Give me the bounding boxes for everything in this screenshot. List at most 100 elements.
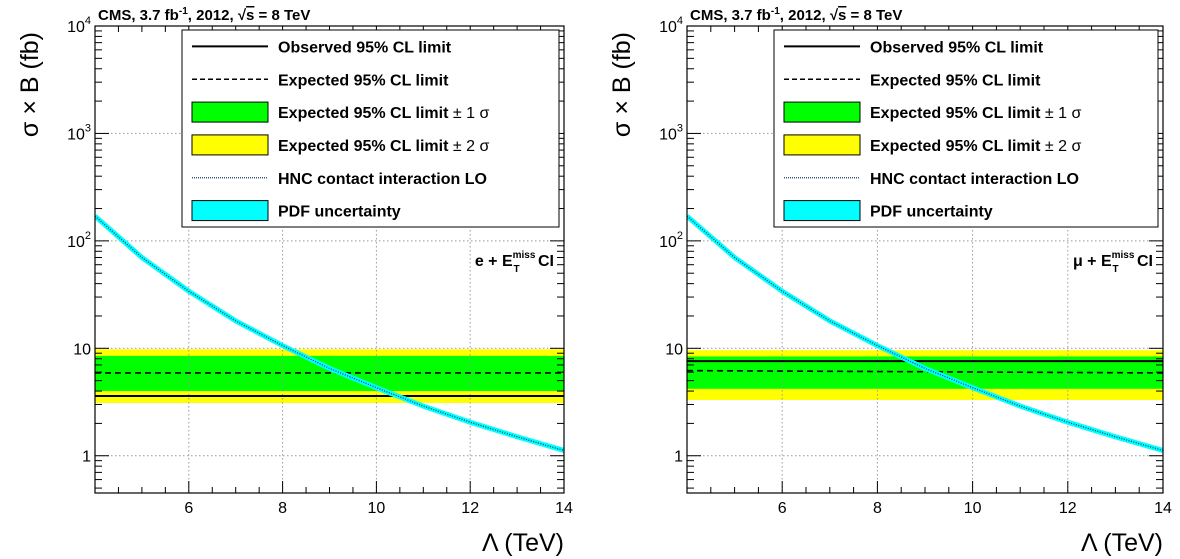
y-axis-symbol: σ: [16, 115, 44, 137]
x-tick-label: 8: [278, 500, 287, 517]
header-experiment: CMS, 3.7 fb: [690, 7, 771, 24]
header-experiment: CMS, 3.7 fb: [98, 7, 179, 24]
plot-area: [95, 26, 564, 493]
legend-box: [181, 29, 560, 228]
x-axis-unit: (TeV): [1096, 529, 1163, 557]
legend-box: [773, 29, 1159, 228]
legend-label: Observed 95% CL limit: [870, 39, 1044, 56]
legend-label-greek: σ: [479, 105, 489, 122]
channel-sup: miss: [513, 250, 536, 261]
legend-entry: Expected 95% CL limit ± 1 σ: [783, 101, 1081, 123]
y-tick-label: 1: [82, 449, 91, 466]
legend-label-text: PDF uncertainty: [278, 204, 401, 221]
header-sqrt-sign: √: [238, 7, 247, 24]
y-tick-exponent: 3: [677, 122, 683, 134]
y-tick-base: 10: [67, 234, 85, 251]
legend-label: PDF uncertainty: [870, 204, 993, 221]
legend-label-text: PDF uncertainty: [870, 204, 993, 221]
legend-label-text: HNC contact interaction LO: [278, 171, 487, 188]
legend-label: Observed 95% CL limit: [278, 39, 452, 56]
x-tick-label: 6: [184, 500, 193, 517]
legend-swatch: [191, 200, 269, 222]
y-axis-title: σ × B (fb): [608, 32, 636, 137]
y-tick-base: 10: [659, 126, 677, 143]
legend-label-text: Observed 95% CL limit: [870, 39, 1044, 56]
y-tick-base: 10: [665, 341, 683, 358]
x-tick-label: 14: [555, 500, 573, 517]
x-axis-symbol: Λ: [1081, 529, 1098, 557]
legend-swatch: [191, 134, 269, 156]
legend-label: HNC contact interaction LO: [278, 171, 487, 188]
header-year: , 2012,: [780, 7, 830, 24]
y-tick-label: 103: [659, 122, 683, 143]
legend-label-greek: σ: [1071, 138, 1081, 155]
y-axis-unit: × B (fb): [16, 32, 44, 115]
y-tick-exponent: 2: [677, 230, 683, 242]
header-year: , 2012,: [188, 7, 238, 24]
plot-area: [687, 26, 1163, 493]
x-tick-label: 14: [1154, 500, 1172, 517]
channel-label: e + Emiss T CI: [475, 250, 554, 275]
y-tick-label: 1: [674, 449, 683, 466]
x-axis-symbol: Λ: [482, 529, 499, 557]
theory-curve: [687, 215, 1163, 452]
header-lumi-exponent: -1: [771, 6, 780, 17]
legend-swatch: [783, 200, 861, 222]
x-tick-label: 10: [964, 500, 982, 517]
legend-label-suffix: ± 2: [448, 138, 479, 155]
y-tick-label: 102: [67, 230, 91, 251]
theory-curve: [95, 215, 564, 452]
legend-entry: Observed 95% CL limit: [192, 39, 452, 56]
channel-label: μ + Emiss T CI: [1073, 250, 1153, 275]
channel-sub: T: [1112, 264, 1118, 275]
channel-sup: miss: [1112, 250, 1135, 261]
x-axis-unit: (TeV): [497, 529, 564, 557]
x-tick-label: 12: [1059, 500, 1077, 517]
y-tick-exponent: 4: [85, 15, 91, 27]
header-energy: = 8 TeV: [846, 7, 902, 24]
legend-entry: Expected 95% CL limit ± 2 σ: [783, 134, 1081, 156]
x-tick-label: 8: [873, 500, 882, 517]
legend-label-greek: σ: [1071, 105, 1081, 122]
legend-label: Expected 95% CL limit ± 2 σ: [278, 138, 489, 155]
legend-entry: Observed 95% CL limit: [784, 39, 1044, 56]
y-tick-base: 10: [659, 234, 677, 251]
x-tick-label: 12: [461, 500, 479, 517]
channel-suffix: CI: [1133, 253, 1153, 270]
legend-label: Expected 95% CL limit: [870, 72, 1041, 89]
y-axis-unit: × B (fb): [608, 32, 636, 115]
y-axis-symbol: σ: [608, 115, 636, 137]
legend-entry: Expected 95% CL limit: [784, 72, 1041, 89]
legend: Observed 95% CL limit Expected 95% CL lim…: [181, 29, 560, 228]
legend-entry: PDF uncertainty: [783, 200, 993, 222]
legend-entry: HNC contact interaction LO: [192, 171, 487, 188]
y-tick-label: 104: [659, 15, 683, 36]
y-tick-label: 104: [67, 15, 91, 36]
legend-label: Expected 95% CL limit ± 1 σ: [278, 105, 489, 122]
legend-label-text: Expected 95% CL limit: [870, 72, 1041, 89]
header-sqrt-sign: √: [830, 7, 839, 24]
x-tick-label: 6: [778, 500, 787, 517]
y-tick-label: 102: [659, 230, 683, 251]
legend-label-text: Expected 95% CL limit: [278, 105, 449, 122]
legend-label: HNC contact interaction LO: [870, 171, 1079, 188]
legend-entry: Expected 95% CL limit: [192, 72, 449, 89]
legend-entry: Expected 95% CL limit ± 2 σ: [191, 134, 489, 156]
x-tick-label: 10: [368, 500, 386, 517]
legend-entry: PDF uncertainty: [191, 200, 401, 222]
y-tick-base: 1: [82, 449, 91, 466]
y-tick-base: 10: [73, 341, 91, 358]
y-tick-label: 10: [665, 341, 683, 358]
x-axis-title: Λ (TeV): [1081, 529, 1163, 557]
header-sqrt-s: s: [838, 7, 846, 24]
y-tick-label: 10: [73, 341, 91, 358]
header-energy: = 8 TeV: [254, 7, 310, 24]
cms-header: CMS, 3.7 fb-1, 2012, √s = 8 TeV: [690, 6, 902, 24]
y-tick-exponent: 4: [677, 15, 683, 27]
pdf-uncertainty-band: [95, 214, 564, 453]
y-tick-label: 103: [67, 122, 91, 143]
legend-entry: HNC contact interaction LO: [784, 171, 1079, 188]
channel-prefix: e + E: [475, 253, 513, 270]
